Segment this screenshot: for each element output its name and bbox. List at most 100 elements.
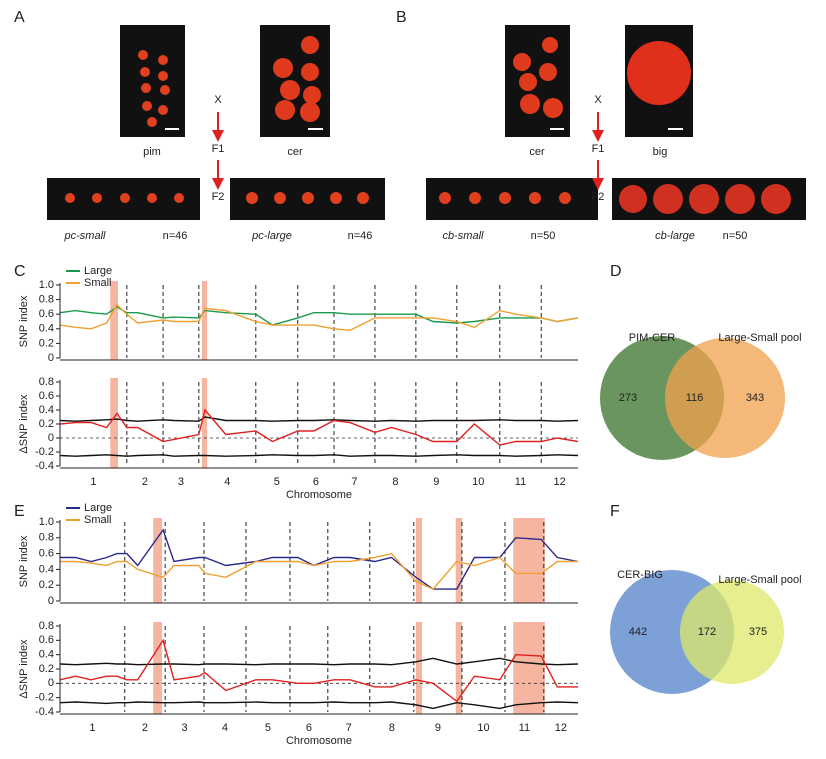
series-line [59, 416, 579, 422]
series-line [59, 701, 579, 710]
series-line [60, 552, 578, 590]
y-tick-label: 0.4 [39, 649, 54, 661]
photo [426, 25, 806, 220]
y-tick-label: 0.6 [39, 548, 54, 560]
y-tick-label: 0.6 [39, 634, 54, 646]
panel-label: C [14, 263, 26, 280]
y-tick-label: 0.4 [39, 323, 54, 335]
generation-label: F2 [212, 191, 225, 203]
highlight [110, 281, 119, 360]
x-tick-label: 5 [265, 722, 271, 734]
series-line [59, 638, 578, 703]
panel-label: D [610, 263, 622, 280]
x-tick-label: 9 [435, 722, 441, 734]
y-axis-label: ΔSNP index [18, 394, 30, 454]
y-tick-label: 0.8 [39, 294, 54, 306]
venn-count: 343 [746, 392, 764, 404]
y-axis-label: SNP index [18, 295, 30, 347]
y-tick-label: 0.4 [39, 404, 54, 416]
parent-label: pim [143, 146, 161, 158]
y-tick-label: 0 [48, 677, 54, 689]
y-tick-label: 1.0 [39, 516, 54, 528]
venn-set-label: CER-BIG [617, 569, 663, 581]
y-tick-label: 0.8 [39, 620, 54, 632]
y-tick-label: 0.4 [39, 563, 54, 575]
y-tick-label: 0 [48, 352, 54, 364]
group-label: pc-large [251, 230, 292, 242]
x-tick-label: 11 [515, 476, 526, 488]
legend-label: Small [84, 514, 112, 526]
y-tick-label: 0.2 [39, 418, 54, 430]
y-tick-label: 0.2 [39, 579, 54, 591]
x-tick-label: 11 [519, 722, 530, 734]
y-tick-label: -0.2 [35, 446, 54, 458]
y-tick-label: 0 [48, 595, 54, 607]
highlight [153, 622, 163, 714]
panel-label: A [14, 9, 25, 26]
generation-label: F1 [592, 143, 605, 155]
x-tick-label: 6 [313, 476, 319, 488]
x-axis-label: Chromosome [286, 735, 352, 747]
y-tick-label: 0 [48, 432, 54, 444]
series-line [59, 454, 579, 457]
y-tick-label: 0.2 [39, 337, 54, 349]
venn-set [680, 580, 784, 684]
x-tick-label: 9 [433, 476, 439, 488]
legend-label: Small [84, 277, 112, 289]
y-tick-label: -0.4 [35, 706, 54, 718]
highlight [415, 622, 423, 714]
x-tick-label: 5 [274, 476, 280, 488]
x-tick-label: 1 [90, 476, 96, 488]
x-tick-label: 8 [392, 476, 398, 488]
venn-count: 442 [629, 626, 647, 638]
group-label: pc-small [64, 230, 107, 242]
generation-label: F2 [592, 191, 605, 203]
y-tick-label: 0.2 [39, 663, 54, 675]
venn-set-label: PIM-CER [629, 332, 676, 344]
highlight [201, 378, 208, 468]
highlight [415, 518, 423, 603]
x-tick-label: 6 [306, 722, 312, 734]
x-tick-label: 4 [224, 476, 230, 488]
highlight [455, 622, 462, 714]
y-tick-label: -0.2 [35, 692, 54, 704]
venn-set [665, 338, 785, 458]
y-tick-label: 0.6 [39, 390, 54, 402]
y-tick-label: 0.6 [39, 308, 54, 320]
photo [47, 25, 385, 220]
y-axis-label: ΔSNP index [18, 639, 30, 699]
group-n: n=46 [163, 230, 188, 242]
series-line [59, 303, 579, 332]
x-tick-label: 4 [222, 722, 228, 734]
parent-label: big [653, 146, 668, 158]
x-tick-label: 8 [389, 722, 395, 734]
x-tick-label: 3 [178, 476, 184, 488]
group-n: n=50 [531, 230, 556, 242]
x-axis-label: Chromosome [286, 489, 352, 501]
y-tick-label: 0.8 [39, 532, 54, 544]
x-tick-label: 7 [351, 476, 357, 488]
parent-label: cer [529, 146, 545, 158]
x-tick-label: 12 [555, 722, 567, 734]
highlight [513, 518, 545, 603]
x-tick-label: 2 [142, 476, 148, 488]
y-tick-label: -0.4 [35, 460, 54, 472]
x-tick-label: 7 [346, 722, 352, 734]
parent-label: cer [287, 146, 303, 158]
x-tick-label: 12 [553, 476, 565, 488]
highlight [110, 378, 119, 468]
group-label: cb-small [443, 230, 485, 242]
venn-count: 273 [619, 392, 637, 404]
highlight [455, 518, 462, 603]
venn-count: 172 [698, 626, 716, 638]
highlight [513, 622, 545, 714]
y-axis-label: SNP index [18, 535, 30, 587]
generation-label: F1 [212, 143, 225, 155]
x-tick-label: 2 [142, 722, 148, 734]
x-tick-label: 10 [472, 476, 484, 488]
series-line [59, 657, 579, 666]
legend-label: Large [84, 265, 112, 277]
y-tick-label: 1.0 [39, 279, 54, 291]
legend-label: Large [84, 502, 112, 514]
